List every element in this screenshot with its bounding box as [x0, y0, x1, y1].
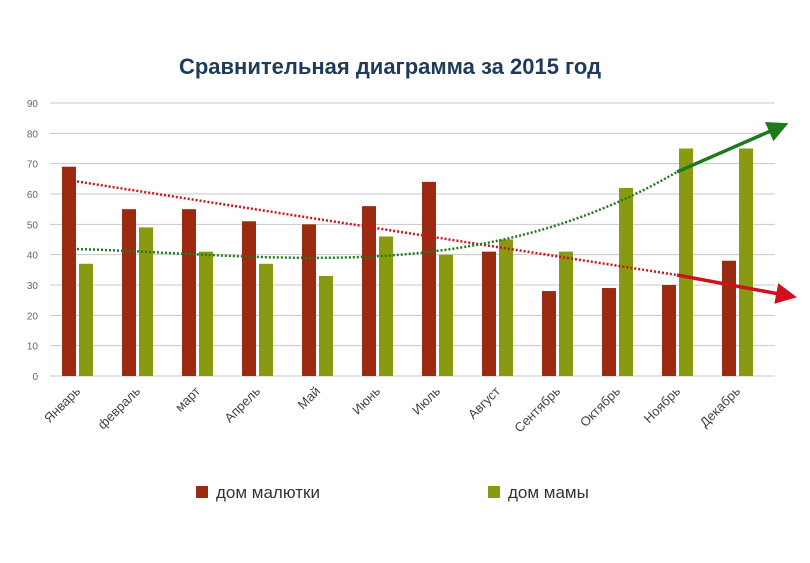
y-tick-label: 20	[27, 311, 39, 322]
bar-dom-mamy	[619, 187, 633, 376]
bar-dom-mamy	[199, 251, 213, 376]
bar-dom-malyutki	[122, 209, 136, 376]
bar-dom-mamy	[379, 236, 393, 376]
bar-dom-mamy	[319, 275, 333, 376]
y-tick-label: 0	[32, 372, 38, 383]
bar-dom-mamy	[499, 239, 513, 376]
trendline-dom-mamy	[76, 170, 678, 260]
y-tick-label: 30	[27, 281, 39, 292]
bar-dom-malyutki	[242, 221, 256, 376]
y-tick-label: 60	[27, 190, 39, 201]
x-tick-label: Октябрь	[577, 383, 623, 429]
bar-dom-malyutki	[542, 291, 556, 376]
y-tick-label: 90	[27, 99, 39, 110]
bar-dom-mamy	[139, 227, 153, 376]
bar-dom-malyutki	[722, 260, 736, 376]
bar-dom-mamy	[559, 251, 573, 376]
bar-dom-malyutki	[662, 285, 676, 376]
x-tick-label: март	[172, 383, 203, 414]
bar-dom-malyutki	[422, 181, 436, 376]
chart-title: Сравнительная диаграмма за 2015 год	[179, 54, 601, 79]
x-tick-label: Май	[295, 384, 324, 413]
legend-label-dom-mamy: дом мамы	[508, 483, 589, 502]
legend: дом малютки дом мамы	[196, 483, 589, 502]
bar-dom-mamy	[739, 148, 753, 376]
bar-dom-malyutki	[602, 288, 616, 376]
x-tick-label: Август	[465, 383, 503, 421]
y-tick-label: 70	[27, 160, 39, 171]
bar-dom-malyutki	[362, 206, 376, 376]
x-tick-label: Июнь	[349, 383, 383, 417]
x-tick-label: Июль	[409, 383, 443, 417]
trend-arrow-down	[676, 273, 797, 304]
legend-label-dom-malyutki: дом малютки	[216, 483, 320, 502]
x-tick-label: Сентябрь	[511, 383, 563, 435]
x-tick-label: февраль	[95, 383, 144, 432]
bar-dom-malyutki	[182, 209, 196, 376]
bar-dom-malyutki	[62, 166, 76, 376]
trendline-dom-malyutki	[76, 180, 678, 277]
bar-dom-mamy	[439, 254, 453, 376]
x-tick-label: Апрель	[221, 383, 263, 425]
x-tick-label: Ноябрь	[641, 383, 684, 426]
x-tick-label: Январь	[41, 383, 83, 425]
x-tick-label: Декабрь	[697, 383, 744, 430]
y-tick-label: 50	[27, 220, 39, 231]
bar-dom-mamy	[79, 263, 93, 376]
y-tick-label: 40	[27, 251, 39, 262]
y-tick-label: 80	[27, 129, 39, 140]
legend-swatch-dom-malyutki	[196, 486, 208, 498]
trend-arrow-up	[676, 121, 789, 174]
y-tick-label: 10	[27, 342, 39, 353]
legend-swatch-dom-mamy	[488, 486, 500, 498]
bar-dom-malyutki	[302, 224, 316, 376]
bar-dom-mamy	[679, 148, 693, 376]
bar-dom-malyutki	[482, 251, 496, 376]
bar-dom-mamy	[259, 263, 273, 376]
